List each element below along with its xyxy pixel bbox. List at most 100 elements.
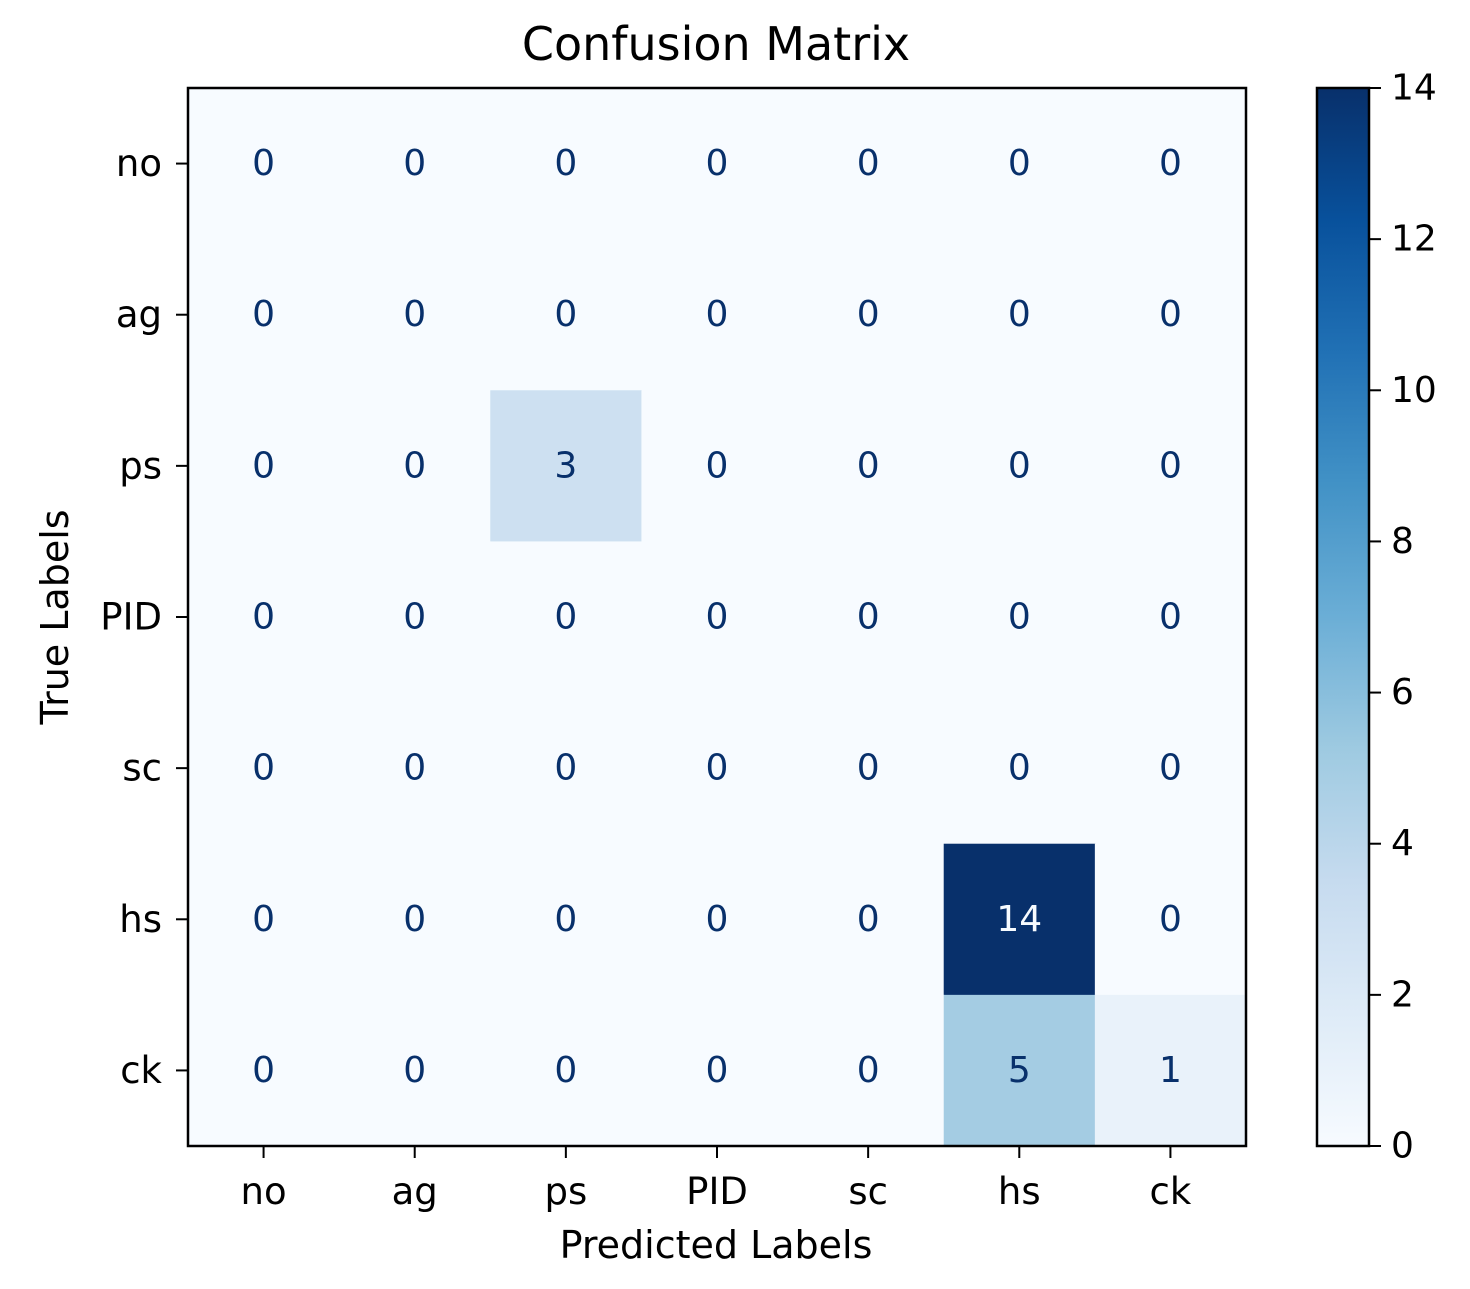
heatmap-cell xyxy=(188,843,340,996)
heatmap-cell xyxy=(339,541,491,694)
heatmap-cell xyxy=(339,239,491,391)
cell-value-label: 0 xyxy=(252,597,275,638)
x-tick-label: ag xyxy=(392,1170,438,1213)
cell-value-label: 0 xyxy=(706,1050,729,1091)
cell-value-label: 0 xyxy=(857,294,880,335)
cell-value-label: 0 xyxy=(252,748,275,789)
heatmap-cell xyxy=(943,88,1096,240)
x-tick-label: sc xyxy=(848,1170,888,1213)
cell-value-label: 0 xyxy=(403,899,426,940)
cell-value-label: 0 xyxy=(252,445,275,486)
cell-value-label: 3 xyxy=(554,445,577,486)
heatmap-cell xyxy=(188,88,340,240)
y-tick-label: hs xyxy=(119,898,162,941)
heatmap-cell xyxy=(188,541,340,694)
cell-value-label: 0 xyxy=(857,748,880,789)
heatmap-cell xyxy=(943,692,1096,845)
colorbar-tick-label: 4 xyxy=(1391,823,1414,864)
cell-value-label: 0 xyxy=(1159,899,1182,940)
heatmap-cell xyxy=(792,692,945,845)
heatmap-cell xyxy=(490,88,643,240)
cell-value-label: 0 xyxy=(857,143,880,184)
chart-title: Confusion Matrix xyxy=(522,17,910,71)
heatmap-cell xyxy=(1094,88,1247,240)
heatmap-cell xyxy=(641,994,794,1147)
heatmap-cell xyxy=(943,390,1096,543)
heatmap-cell xyxy=(792,994,945,1147)
colorbar-tick-label: 6 xyxy=(1391,672,1414,713)
colorbar-tick-label: 0 xyxy=(1391,1126,1414,1167)
heatmap-cell xyxy=(490,390,643,543)
cell-value-label: 0 xyxy=(706,445,729,486)
heatmap-cell xyxy=(490,994,643,1147)
cell-value-label: 0 xyxy=(1008,748,1031,789)
heatmap-cell xyxy=(339,843,491,996)
cell-value-label: 0 xyxy=(554,748,577,789)
heatmap-cell xyxy=(339,692,491,845)
x-tick-label: PID xyxy=(686,1170,748,1213)
cell-value-label: 0 xyxy=(1008,143,1031,184)
heatmap-cell xyxy=(641,692,794,845)
cell-value-label: 0 xyxy=(706,143,729,184)
axis-ticks: no ag ps PID sc hs ck no ag ps PID sc hs ck xyxy=(100,142,1192,1213)
heatmap-cell xyxy=(792,541,945,694)
y-tick-label: PID xyxy=(100,596,162,639)
heatmap-cell xyxy=(188,692,340,845)
cell-value-label: 0 xyxy=(403,748,426,789)
cell-value-label: 0 xyxy=(1159,748,1182,789)
heatmap-cell xyxy=(1094,239,1247,391)
x-tick-label: no xyxy=(241,1170,287,1213)
colorbar-ticks: 0 2 4 6 8 10 12 14 xyxy=(1369,68,1437,1167)
heatmap-cell xyxy=(339,390,491,543)
heatmap-cell xyxy=(943,541,1096,694)
y-tick-label: sc xyxy=(122,747,162,790)
x-tick-label: ck xyxy=(1150,1170,1192,1213)
cell-value-label: 0 xyxy=(706,294,729,335)
cell-value-label: 14 xyxy=(996,899,1042,940)
heatmap-cell xyxy=(792,88,945,240)
cell-value-label: 0 xyxy=(857,597,880,638)
y-tick-label: no xyxy=(116,142,162,185)
cell-value-label: 0 xyxy=(403,143,426,184)
heatmap-cell xyxy=(1094,541,1247,694)
cell-value-label: 0 xyxy=(857,445,880,486)
y-tick-label: ag xyxy=(116,293,162,336)
cell-value-label: 0 xyxy=(1008,445,1031,486)
cell-value-label: 0 xyxy=(706,597,729,638)
cell-value-label: 0 xyxy=(706,899,729,940)
cell-value-label: 0 xyxy=(1159,445,1182,486)
heatmap-cell xyxy=(1094,843,1247,996)
cell-value-label: 0 xyxy=(403,1050,426,1091)
heatmap-cell xyxy=(943,843,1096,996)
cell-value-label: 0 xyxy=(857,1050,880,1091)
heatmap-cell xyxy=(641,239,794,391)
cell-value-label: 0 xyxy=(403,597,426,638)
cell-value-label: 1 xyxy=(1159,1050,1182,1091)
x-tick-label: hs xyxy=(998,1170,1041,1213)
cell-value-label: 0 xyxy=(554,143,577,184)
heatmap-cell xyxy=(1094,390,1247,543)
colorbar-tick-label: 2 xyxy=(1391,974,1414,1015)
heatmap-cell xyxy=(641,390,794,543)
heatmap-cell xyxy=(490,541,643,694)
cell-value-label: 5 xyxy=(1008,1050,1031,1091)
cell-value-label: 0 xyxy=(252,899,275,940)
cell-value-label: 0 xyxy=(554,1050,577,1091)
cell-value-label: 0 xyxy=(1008,597,1031,638)
colorbar-tick-label: 10 xyxy=(1391,370,1437,411)
heatmap-cell xyxy=(188,994,340,1147)
colorbar-tick-label: 8 xyxy=(1391,521,1414,562)
cell-value-label: 0 xyxy=(1159,294,1182,335)
cell-value-label: 0 xyxy=(554,597,577,638)
cell-value-label: 0 xyxy=(1159,597,1182,638)
heatmap-cell xyxy=(188,239,340,391)
heatmap-cell xyxy=(792,843,945,996)
heatmap-cell xyxy=(792,390,945,543)
cell-value-label: 0 xyxy=(403,294,426,335)
heatmap-cell xyxy=(943,239,1096,391)
cell-value-label: 0 xyxy=(554,899,577,940)
x-axis-label: Predicted Labels xyxy=(560,1223,873,1267)
cell-value-label: 0 xyxy=(857,899,880,940)
cell-value-label: 0 xyxy=(403,445,426,486)
